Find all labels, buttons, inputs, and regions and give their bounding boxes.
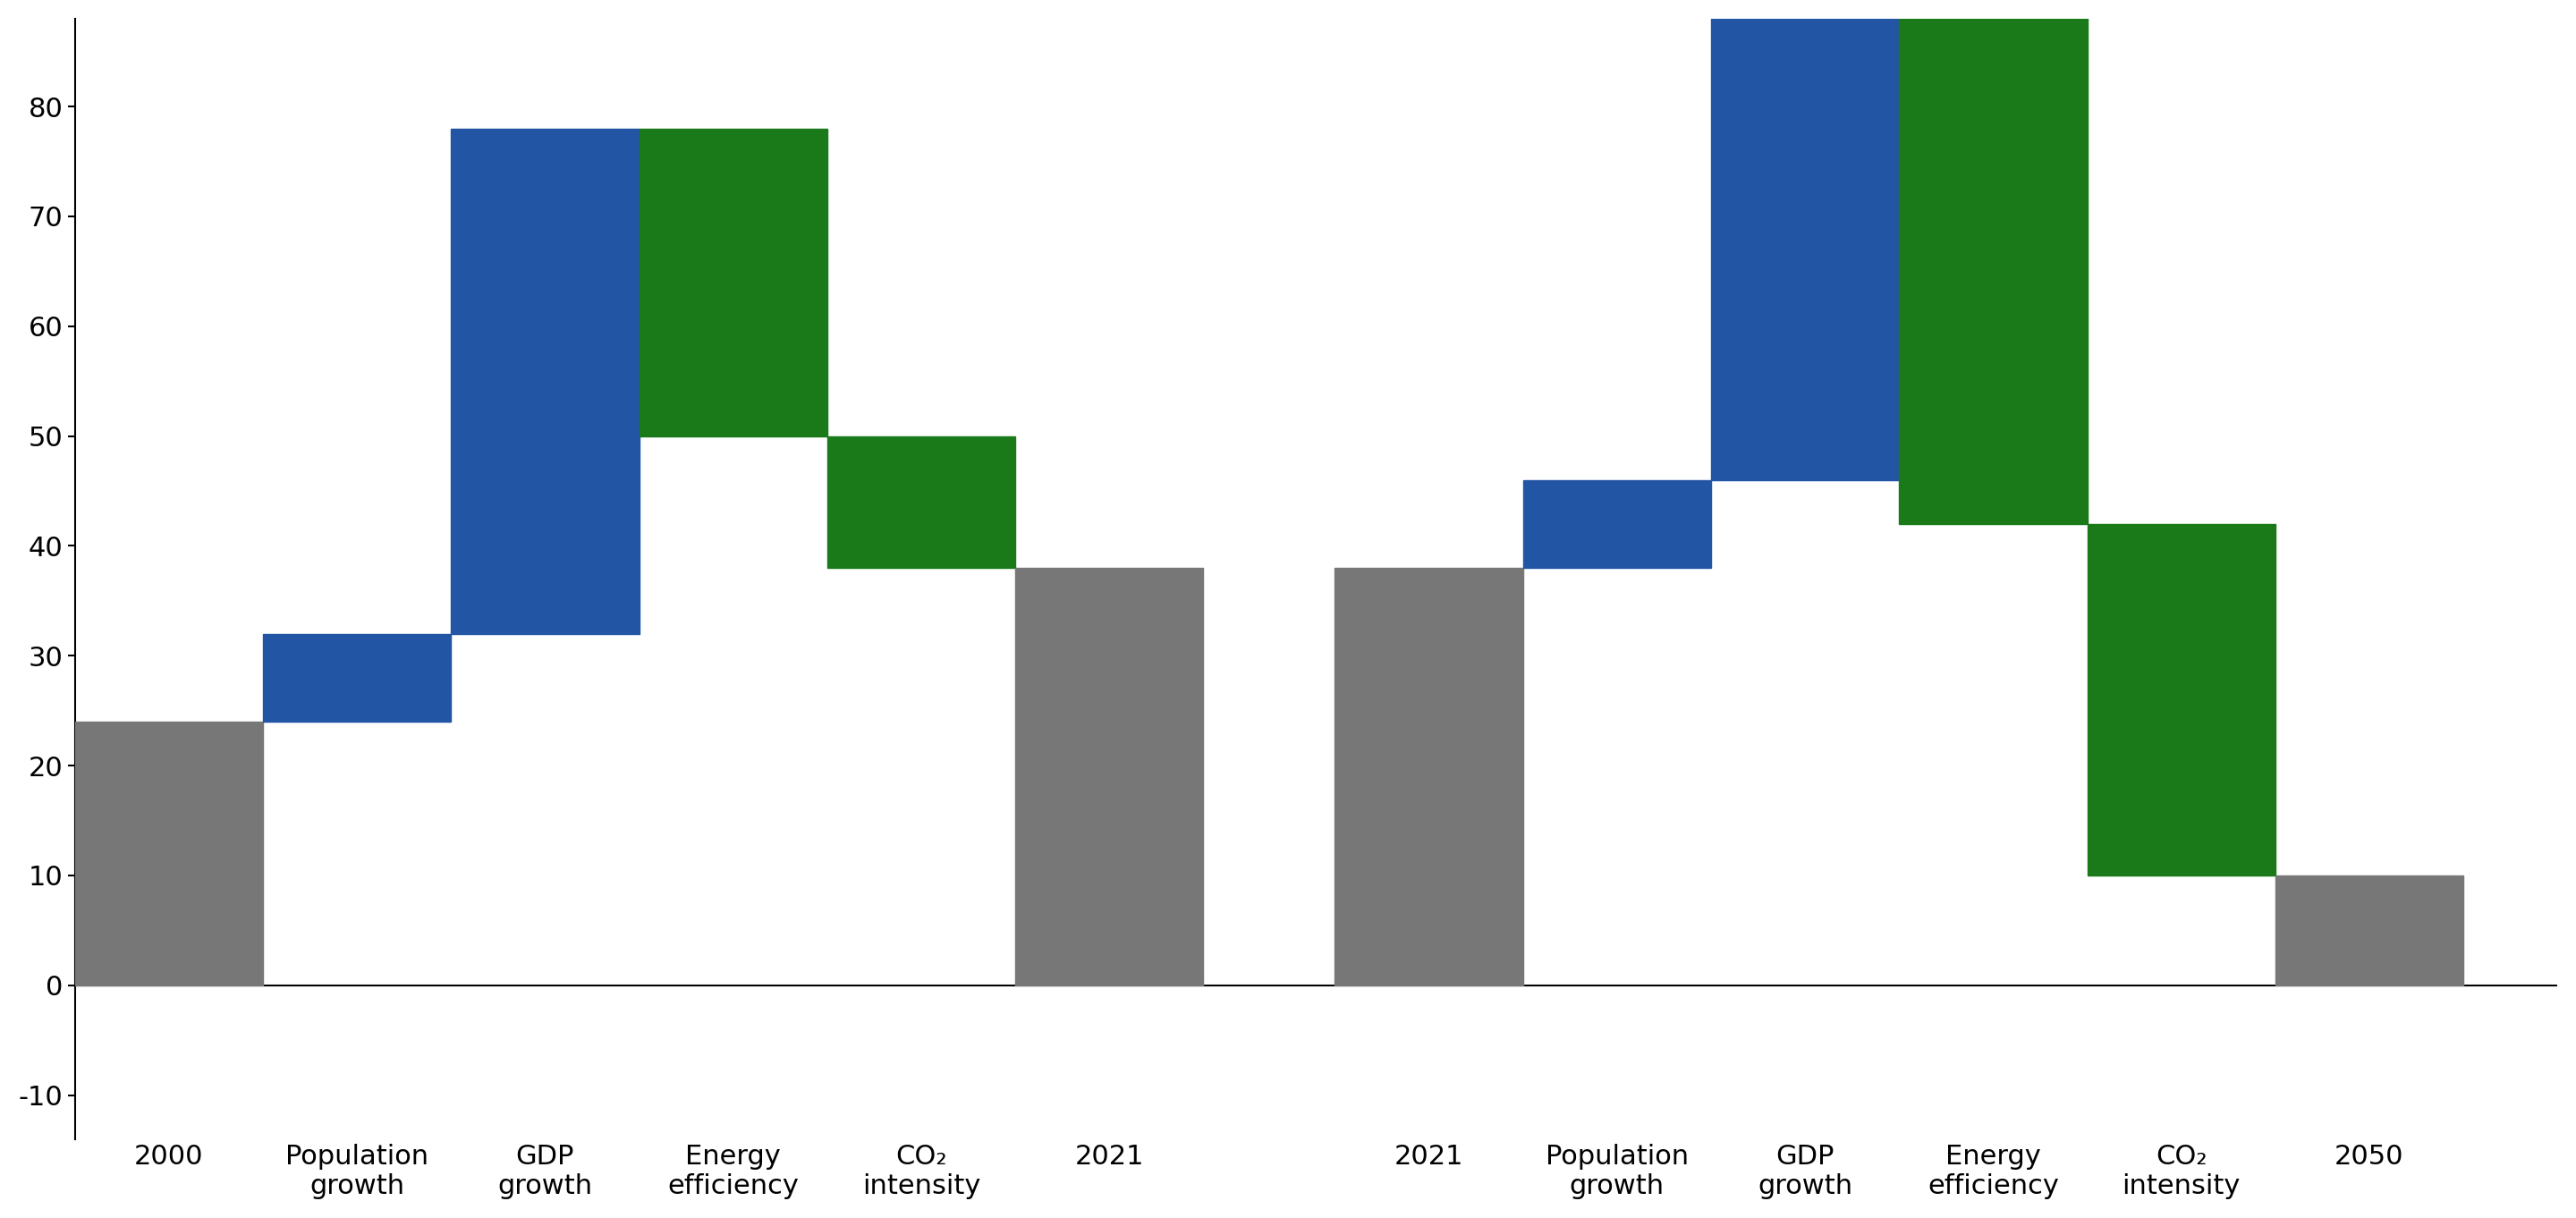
Polygon shape — [639, 128, 827, 436]
Polygon shape — [1522, 480, 1710, 568]
Polygon shape — [1710, 0, 1899, 480]
Polygon shape — [1334, 568, 1522, 985]
Polygon shape — [2087, 524, 2275, 876]
Polygon shape — [451, 128, 639, 633]
Polygon shape — [75, 721, 263, 985]
Polygon shape — [827, 436, 1015, 568]
Polygon shape — [2275, 876, 2463, 985]
Polygon shape — [1015, 568, 1203, 985]
Polygon shape — [1899, 0, 2087, 524]
Polygon shape — [263, 633, 451, 721]
